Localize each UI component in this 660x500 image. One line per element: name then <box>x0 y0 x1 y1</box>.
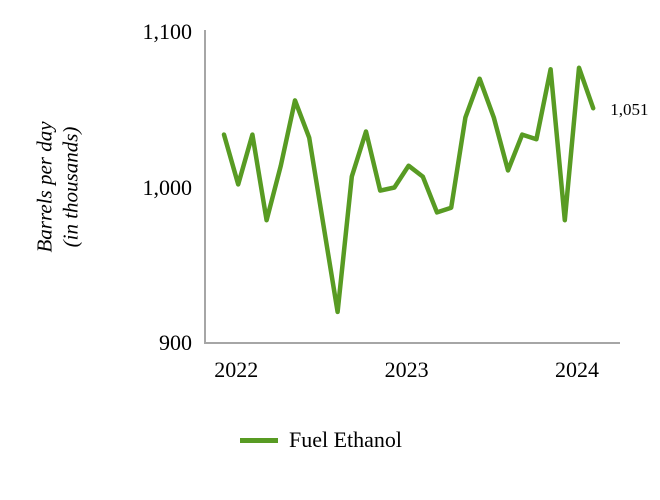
last-point-data-label: 1,051 <box>610 100 649 120</box>
y-tick-label: 1,100 <box>142 19 193 44</box>
legend: Fuel Ethanol <box>240 428 402 452</box>
legend-line-swatch <box>240 437 278 443</box>
x-tick-label: 2024 <box>555 357 599 382</box>
x-tick-label: 2023 <box>384 357 429 382</box>
y-tick-label: 1,000 <box>142 174 193 200</box>
y-tick-label: 900 <box>159 330 192 355</box>
x-tick-label: 2022 <box>214 357 259 382</box>
fuel-ethanol-line <box>221 65 596 315</box>
legend-label: Fuel Ethanol <box>289 427 403 452</box>
